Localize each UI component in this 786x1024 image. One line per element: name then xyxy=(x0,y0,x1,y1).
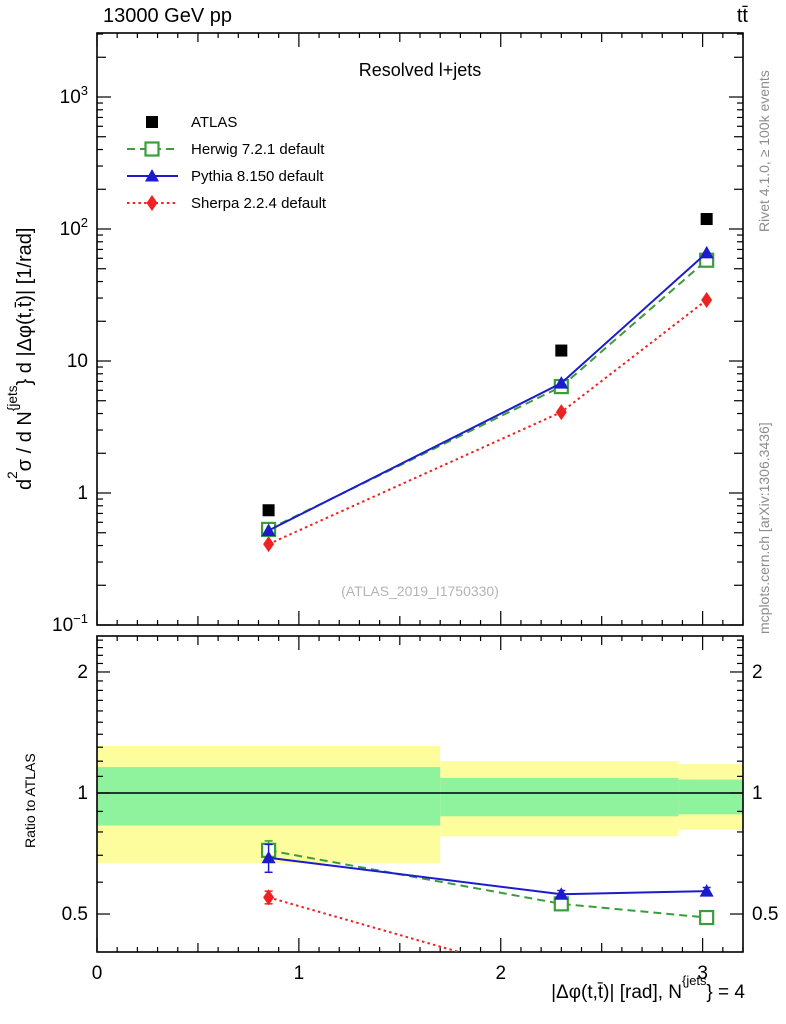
ratio-tick-label-right: 1 xyxy=(752,783,763,804)
sherpa-line xyxy=(268,299,708,546)
rivet-version-note: Rivet 4.1.0, ≥ 100k events xyxy=(756,70,772,232)
legend-label-herwig: Herwig 7.2.1 default xyxy=(191,141,325,158)
ratio-tick-label-left: 2 xyxy=(77,662,88,683)
series-ratio-sherpa xyxy=(263,889,463,952)
y-tick-label: 102 xyxy=(60,215,88,240)
process-label: tt̄ xyxy=(736,5,748,27)
y-tick-label: 1 xyxy=(77,483,88,504)
series-main-atlas xyxy=(262,213,713,517)
axis-ticks xyxy=(96,33,744,952)
legend: ATLAS Herwig 7.2.1 default Pythia 8.150 de… xyxy=(127,114,327,212)
ratio-tick-label-right: 2 xyxy=(752,662,763,683)
herwig-ratio-line xyxy=(268,849,707,919)
ratio-tick-label-right: 0.5 xyxy=(752,904,778,925)
legend-item-atlas: ATLAS xyxy=(146,114,237,131)
green-band xyxy=(440,777,679,817)
x-tick-label: 1 xyxy=(294,963,305,984)
ratio-tick-label-left: 1 xyxy=(77,783,88,804)
legend-item-sherpa: Sherpa 2.2.4 default xyxy=(127,195,327,212)
x-tick-label: 2 xyxy=(495,963,506,984)
x-axis-label: |Δφ(t,t̄)| [rad], N{jets} = 4 xyxy=(551,972,745,1003)
analysis-watermark: (ATLAS_2019_I1750330) xyxy=(341,583,499,599)
series-main-herwig xyxy=(260,252,715,537)
ratio-uncertainty-bands xyxy=(97,745,743,863)
series-ratio-pythia xyxy=(261,843,714,900)
green-band xyxy=(678,779,743,815)
mcplots-reference-note: mcplots.cern.ch [arXiv:1306.3436] xyxy=(756,422,772,634)
pythia-line xyxy=(268,252,708,532)
series-main-sherpa xyxy=(263,291,713,553)
panel-title: Resolved l+jets xyxy=(358,60,482,80)
herwig-line xyxy=(268,259,708,531)
series-ratio-herwig xyxy=(260,840,715,926)
legend-label-pythia: Pythia 8.150 default xyxy=(191,168,324,185)
sherpa-ratio-line xyxy=(268,896,463,952)
ratio-tick-labels: 2 2 1 1 0.5 0.5 xyxy=(62,662,779,925)
legend-item-herwig: Herwig 7.2.1 default xyxy=(127,141,325,158)
legend-item-pythia: Pythia 8.150 default xyxy=(127,168,324,185)
ratio-axis-label: Ratio to ATLAS xyxy=(22,753,38,848)
green-band xyxy=(97,767,441,826)
main-y-axis-label: d2σ / d N{jets} d |Δφ(t,t̄)| [1/rad] xyxy=(5,227,36,490)
x-tick-labels: 0 1 2 3 xyxy=(92,963,708,984)
y-tick-label: 10 xyxy=(67,351,88,372)
y-tick-label: 10−1 xyxy=(52,611,88,636)
y-tick-label: 103 xyxy=(60,83,88,108)
x-tick-label: 3 xyxy=(697,963,708,984)
legend-label-atlas: ATLAS xyxy=(191,114,237,131)
x-tick-label: 0 xyxy=(92,963,103,984)
beam-energy-label: 13000 GeV pp xyxy=(103,5,232,27)
ratio-tick-label-left: 0.5 xyxy=(62,904,88,925)
series-main-pythia xyxy=(261,245,714,536)
legend-label-sherpa: Sherpa 2.2.4 default xyxy=(191,195,327,212)
